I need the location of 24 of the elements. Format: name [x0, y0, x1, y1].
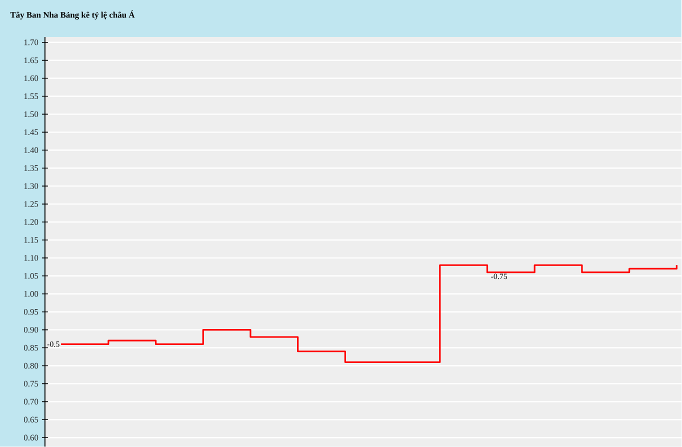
- y-tick-label: 1.30: [24, 183, 38, 189]
- y-tick-label: 0.90: [24, 326, 38, 333]
- y-tick-label: 1.20: [24, 219, 38, 225]
- y-tick-label: 1.50: [24, 111, 38, 118]
- y-tick-label: 1.05: [24, 272, 38, 279]
- y-tick-label: 1.70: [24, 39, 38, 46]
- chart-title: Tây Ban Nha Bảng kê tỷ lệ châu Á: [10, 10, 135, 20]
- y-tick-label: 1.35: [24, 165, 38, 171]
- y-tick-label: 0.95: [24, 308, 38, 315]
- y-tick-label: 0.80: [24, 362, 38, 369]
- y-tick-label: 1.60: [24, 75, 38, 82]
- y-tick-label: 1.25: [24, 201, 38, 207]
- y-tick-label: 1.45: [24, 129, 38, 135]
- y-tick-label: 1.00: [24, 290, 38, 297]
- y-tick-label: 1.10: [24, 255, 38, 261]
- y-tick-label: 0.75: [24, 380, 38, 387]
- y-tick-label: 1.55: [24, 93, 38, 100]
- y-tick-label: 1.15: [24, 237, 38, 243]
- y-tick-label: 0.70: [24, 398, 38, 405]
- y-tick-label: 0.85: [24, 344, 38, 351]
- y-tick-label: 1.65: [24, 57, 38, 64]
- y-tick-label: 0.60: [24, 434, 38, 440]
- y-tick-label: 1.40: [24, 147, 38, 153]
- y-tick-label: 0.65: [24, 416, 38, 422]
